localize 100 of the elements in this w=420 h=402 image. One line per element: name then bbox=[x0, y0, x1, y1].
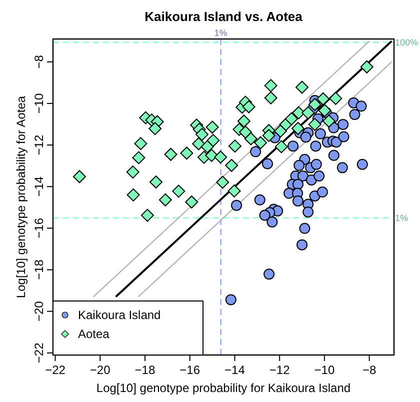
point bbox=[308, 118, 322, 131]
point bbox=[244, 132, 258, 146]
point bbox=[328, 150, 340, 161]
point bbox=[302, 206, 314, 218]
point bbox=[296, 80, 309, 94]
point bbox=[338, 118, 349, 130]
point bbox=[237, 114, 250, 128]
point bbox=[149, 176, 162, 189]
point bbox=[288, 140, 299, 152]
point bbox=[356, 158, 368, 170]
y-tick-label: −22 bbox=[32, 342, 46, 364]
point bbox=[338, 131, 350, 142]
point bbox=[148, 122, 162, 136]
point bbox=[284, 112, 298, 126]
point bbox=[259, 210, 270, 221]
x-tick-label: −22 bbox=[45, 363, 66, 377]
point bbox=[322, 114, 336, 128]
point bbox=[216, 176, 230, 189]
point bbox=[292, 106, 306, 120]
point bbox=[228, 184, 241, 198]
point bbox=[206, 134, 220, 147]
x-tick-label: −10 bbox=[314, 363, 335, 377]
point bbox=[356, 100, 367, 112]
point bbox=[264, 268, 275, 280]
point bbox=[297, 170, 308, 182]
point bbox=[225, 158, 238, 172]
point bbox=[200, 140, 214, 154]
point bbox=[126, 188, 140, 202]
point bbox=[195, 128, 208, 141]
x-tick-label: −12 bbox=[269, 363, 290, 377]
point bbox=[310, 158, 322, 170]
point bbox=[214, 150, 228, 164]
point bbox=[292, 178, 304, 190]
point bbox=[225, 294, 236, 306]
point bbox=[72, 170, 86, 184]
legend-label: Aotea bbox=[78, 327, 110, 341]
x-axis-title: Log[10] genotype probability for Kaikoura Island bbox=[96, 381, 351, 395]
point bbox=[192, 137, 206, 150]
point bbox=[300, 132, 312, 143]
y-tick-label: −12 bbox=[32, 134, 46, 156]
point bbox=[264, 79, 278, 92]
x-tick-label: −16 bbox=[180, 363, 200, 377]
point bbox=[262, 128, 276, 142]
point bbox=[172, 184, 186, 198]
point bbox=[294, 160, 305, 171]
text: 100% bbox=[395, 37, 418, 48]
point bbox=[140, 208, 154, 222]
chart-title: Kaikoura Island vs. Aotea bbox=[144, 9, 304, 24]
legend-label: Kaikoura Island bbox=[78, 308, 161, 322]
point bbox=[314, 128, 326, 140]
point bbox=[330, 136, 342, 148]
y-tick-label: −8 bbox=[32, 54, 46, 69]
point bbox=[238, 126, 252, 139]
point bbox=[206, 120, 219, 134]
y-axis-title: Log[10] genotype probability for Aotea bbox=[14, 96, 28, 298]
point bbox=[126, 166, 140, 179]
point bbox=[132, 151, 146, 164]
point bbox=[264, 91, 278, 104]
point bbox=[266, 216, 278, 228]
point bbox=[231, 200, 242, 211]
point bbox=[242, 100, 256, 114]
point bbox=[336, 162, 348, 174]
y-tick-label: −20 bbox=[32, 300, 46, 322]
point bbox=[292, 195, 304, 206]
point bbox=[296, 239, 308, 250]
point bbox=[360, 60, 374, 74]
x-tick-label: −14 bbox=[224, 363, 246, 377]
point bbox=[274, 140, 288, 154]
point bbox=[302, 106, 315, 120]
point bbox=[316, 92, 330, 106]
point bbox=[250, 146, 262, 158]
point bbox=[254, 136, 268, 150]
point bbox=[185, 195, 198, 208]
x-tick-label: −20 bbox=[90, 363, 111, 377]
x-tick-label: −8 bbox=[362, 363, 376, 377]
point bbox=[310, 140, 322, 152]
point bbox=[318, 104, 332, 118]
y-tick-label: −14 bbox=[32, 176, 46, 197]
point bbox=[158, 193, 172, 206]
point bbox=[164, 148, 178, 161]
y-tick-label: −16 bbox=[32, 218, 46, 238]
y-tick-label: −10 bbox=[32, 92, 46, 114]
point bbox=[316, 186, 328, 198]
text: 1% bbox=[395, 212, 408, 223]
text: 1% bbox=[214, 28, 228, 38]
x-tick-label: −18 bbox=[134, 363, 156, 377]
point bbox=[349, 108, 360, 120]
point bbox=[291, 122, 304, 135]
point bbox=[329, 92, 342, 105]
point bbox=[299, 222, 310, 234]
point bbox=[228, 140, 242, 153]
point bbox=[134, 137, 148, 150]
point bbox=[314, 170, 325, 182]
point bbox=[308, 98, 322, 111]
point bbox=[262, 158, 273, 170]
point bbox=[274, 124, 287, 138]
point bbox=[180, 146, 194, 160]
y-tick-label: −18 bbox=[32, 259, 46, 280]
point bbox=[205, 148, 218, 162]
point bbox=[254, 194, 266, 206]
